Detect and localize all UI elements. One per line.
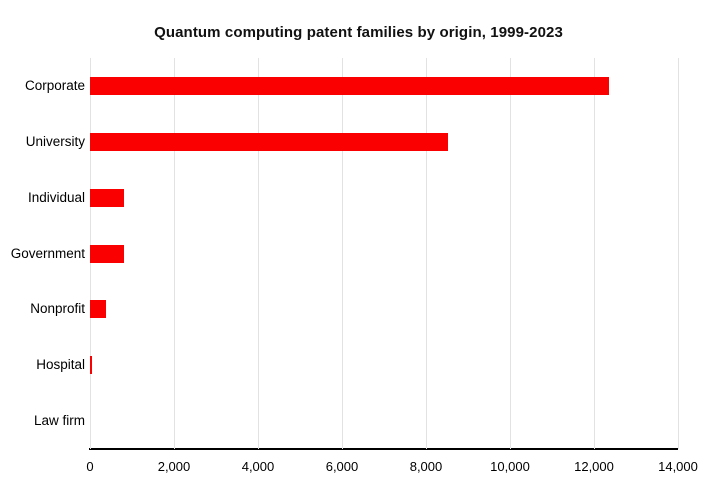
chart-title: Quantum computing patent families by ori…	[154, 24, 563, 41]
bar-individual	[90, 189, 124, 207]
x-tick-label: 10,000	[490, 459, 530, 474]
x-axis-line	[89, 448, 678, 450]
x-tick-label: 6,000	[325, 459, 359, 474]
gridline-x-12000	[594, 58, 595, 449]
gridline-x-6000	[342, 58, 343, 449]
y-category-label: Individual	[27, 190, 85, 205]
bar-university	[90, 133, 448, 151]
bar-hospital	[90, 356, 92, 374]
y-category-label: Hospital	[36, 357, 85, 372]
gridline-x-10000	[510, 58, 511, 449]
x-tick-label: 0	[86, 459, 94, 474]
bar-corporate	[90, 77, 609, 95]
y-category-label: Law firm	[33, 413, 85, 428]
bar-government	[90, 245, 124, 263]
x-tick-label: 8,000	[409, 459, 443, 474]
x-tick-label: 4,000	[241, 459, 275, 474]
y-category-label: Nonprofit	[30, 301, 85, 316]
y-category-label: Government	[10, 246, 85, 261]
gridline-x-8000	[426, 58, 427, 449]
x-tick-label: 14,000	[658, 459, 698, 474]
gridline-x-4000	[258, 58, 259, 449]
gridline-x-2000	[174, 58, 175, 449]
x-tick-label: 2,000	[157, 459, 191, 474]
y-category-label: Corporate	[24, 78, 85, 93]
bar-nonprofit	[90, 300, 106, 318]
y-category-label: University	[25, 134, 85, 149]
x-tick-label: 12,000	[574, 459, 614, 474]
gridline-x-14000	[678, 58, 679, 449]
